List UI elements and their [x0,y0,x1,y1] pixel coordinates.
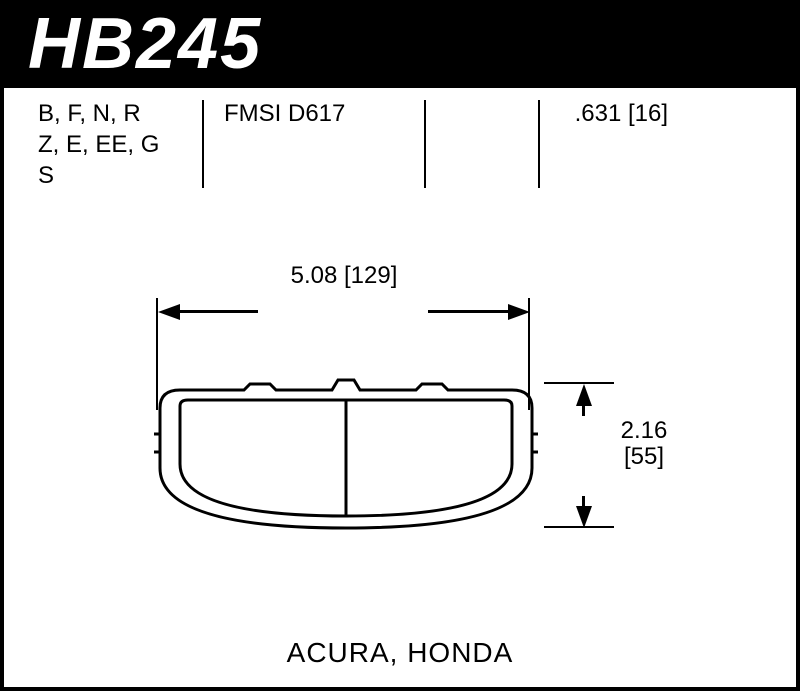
thickness-spec: .631 [16] [548,98,668,129]
dimension-line [174,310,258,313]
part-number: HB245 [0,3,262,85]
height-label-in: 2.16 [584,418,704,444]
height-label-mm: [55] [584,444,704,470]
dimension-line [582,398,585,416]
header-bar: HB245 [0,0,800,88]
divider [424,100,426,188]
compounds-line: B, F, N, R [38,98,188,129]
dimension-line [428,310,518,313]
extension-line [544,382,614,384]
applications-label: ACURA, HONDA [4,637,796,669]
divider [202,100,204,188]
main-frame: B, F, N, R Z, E, EE, G S FMSI D617 .631 … [0,88,800,691]
brake-pad-outline [150,378,542,538]
fmsi-code: FMSI D617 [224,98,345,129]
extension-line [544,526,614,528]
width-dimension: 5.08 [129] [158,262,530,302]
width-label: 5.08 [129] [158,262,530,290]
arrow-down-icon [576,506,592,528]
height-dimension: 2.16 [55] [584,418,704,471]
arrow-right-icon [508,304,530,320]
divider [538,100,540,188]
specs-row: B, F, N, R Z, E, EE, G S FMSI D617 .631 … [4,88,796,198]
compounds-list: B, F, N, R Z, E, EE, G S [38,98,188,192]
compounds-line: Z, E, EE, G [38,129,188,160]
compounds-line: S [38,160,188,191]
